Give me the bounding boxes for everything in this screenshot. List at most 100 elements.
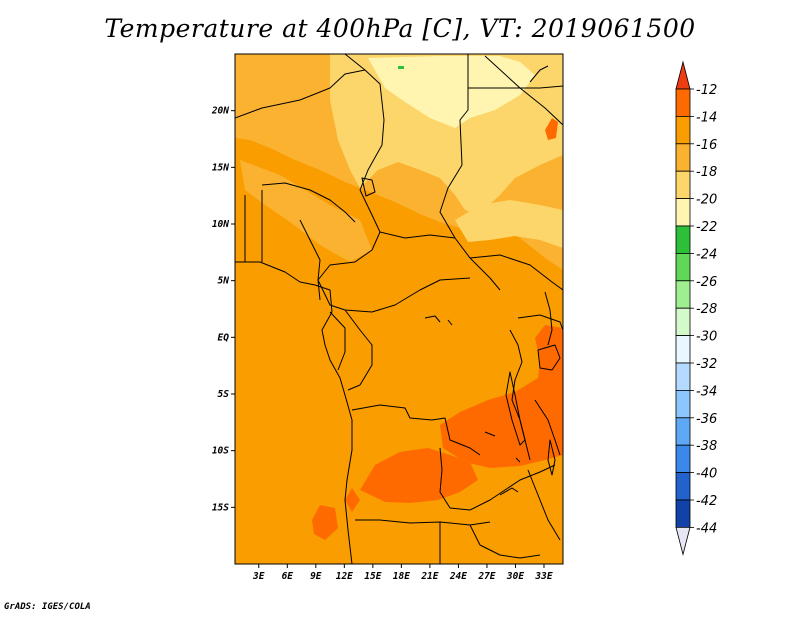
river-lake-drc-2 bbox=[447, 319, 453, 326]
x-tick-label: 18E bbox=[393, 571, 410, 582]
x-tick-label: 27E bbox=[477, 571, 495, 582]
colorbar-tick-label: -28 bbox=[696, 302, 717, 317]
border-nigeria-north bbox=[261, 182, 356, 223]
colorbar-segment bbox=[675, 389, 691, 419]
x-tick-label: 15E bbox=[364, 571, 381, 582]
colorbar-segment bbox=[675, 225, 691, 254]
border-tanzania bbox=[534, 399, 561, 456]
colorbar-segment bbox=[675, 143, 691, 172]
y-axis: 20N 15N 10N 5N EQ 5S 10S 15S bbox=[211, 106, 235, 513]
x-tick-label: 12E bbox=[336, 571, 353, 582]
colorbar-tick-label: -32 bbox=[696, 357, 717, 372]
y-tick-label: 15N bbox=[212, 162, 229, 173]
border-angola-namibia bbox=[355, 519, 491, 526]
lake-mweru bbox=[484, 431, 496, 437]
colorbar-top-arrow bbox=[675, 60, 691, 90]
region-angola-plateau bbox=[360, 448, 478, 503]
x-axis: 3E 6E 9E 12E 15E 18E 21E 24E 27E 30E 33E bbox=[252, 564, 553, 582]
x-tick-label: 33E bbox=[534, 571, 552, 582]
lake-volta-dot bbox=[515, 457, 521, 463]
y-tick-label: 10S bbox=[212, 446, 229, 457]
border-chad-south bbox=[317, 189, 381, 301]
colorbar-tick-label: -16 bbox=[696, 138, 717, 153]
colorbar-segment bbox=[675, 198, 691, 227]
x-tick-label: 9E bbox=[310, 571, 322, 582]
lake-victoria bbox=[537, 344, 561, 371]
colorbar-segment bbox=[675, 472, 691, 501]
border-car-cameroon bbox=[317, 277, 471, 313]
colorbar-segment bbox=[675, 116, 691, 145]
x-tick-label: 30E bbox=[506, 571, 524, 582]
region-sahel-lower bbox=[240, 160, 372, 262]
y-tick-label: 5N bbox=[218, 276, 230, 287]
colorbar-tick-label: -30 bbox=[696, 330, 717, 345]
y-tick-label: 20N bbox=[211, 106, 229, 117]
y-tick-label: 10N bbox=[212, 219, 229, 230]
colorbar-tick-label: -34 bbox=[696, 384, 717, 399]
red-sea-coast bbox=[484, 55, 563, 126]
region-sudan-spot bbox=[545, 118, 558, 140]
y-tick-label: 15S bbox=[212, 502, 229, 513]
boundaries bbox=[235, 54, 563, 564]
border-sudan-south bbox=[469, 254, 563, 291]
map-layer bbox=[235, 54, 563, 564]
colorbar-tick-label: -12 bbox=[696, 83, 717, 98]
region-angola-spot bbox=[312, 505, 338, 540]
y-tick-label: EQ bbox=[218, 332, 230, 343]
colorbar-tick-label: -14 bbox=[696, 110, 717, 125]
colorbar-segment bbox=[675, 335, 691, 364]
coastline-west bbox=[235, 261, 353, 564]
colorbar-tick-label: -26 bbox=[696, 275, 717, 290]
x-tick-label: 3E bbox=[252, 571, 265, 582]
border-niger-east bbox=[299, 69, 366, 101]
region-libya-core bbox=[368, 56, 535, 128]
river-lake-drc-1 bbox=[424, 315, 441, 323]
colorbar-segment bbox=[675, 444, 691, 474]
colorbar-segment bbox=[675, 280, 691, 309]
colorbar-tick-label: -20 bbox=[696, 193, 717, 208]
colorbar-segment bbox=[675, 417, 691, 446]
border-chad-sudan bbox=[439, 164, 463, 239]
x-tick-label: 24E bbox=[449, 571, 467, 582]
border-mozambique bbox=[527, 469, 561, 541]
colorbar-segment bbox=[675, 170, 691, 199]
colorbar-tick-label: -18 bbox=[696, 165, 717, 180]
region-angola-streak bbox=[345, 488, 360, 512]
border-egypt-sudan bbox=[459, 54, 469, 166]
colorbar-tick-label: -40 bbox=[696, 467, 717, 482]
colorbar-bottom-arrow bbox=[675, 527, 691, 556]
colorbar-tick-label: -44 bbox=[696, 521, 717, 536]
grads-credit: GrADS: IGES/COLA bbox=[4, 602, 91, 612]
border-angola-drc bbox=[351, 404, 481, 456]
plot-frame bbox=[234, 53, 564, 565]
border-mali-niger bbox=[235, 99, 301, 119]
colorbar-segment bbox=[675, 499, 691, 528]
sinai-coast bbox=[529, 65, 549, 83]
colorbar-tick-label: -38 bbox=[696, 439, 717, 454]
colorbar-segment bbox=[675, 88, 691, 117]
border-uganda bbox=[517, 314, 563, 331]
colorbar: -12 -14 -16 -18 -20 -22 -24 -26 -28 -30 -32 -34 -36 -… bbox=[675, 60, 717, 556]
border-drc-gabon bbox=[329, 311, 346, 371]
colorbar-tick-label: -24 bbox=[696, 247, 717, 262]
lake-chad bbox=[361, 177, 376, 197]
x-tick-label: 6E bbox=[282, 571, 294, 582]
region-green-pixel bbox=[398, 66, 404, 69]
y-tick-label: 5S bbox=[218, 389, 230, 400]
border-egypt-top bbox=[468, 85, 563, 89]
colorbar-tick-label: -22 bbox=[696, 220, 717, 235]
region-great-lakes-east bbox=[440, 325, 563, 468]
colorbar-segment bbox=[675, 362, 691, 391]
colorbar-tick-label: -36 bbox=[696, 412, 717, 427]
border-car-south bbox=[379, 231, 501, 291]
border-botswana bbox=[469, 524, 541, 559]
border-nigeria-cameroon bbox=[299, 219, 321, 281]
colorbar-segment bbox=[675, 252, 691, 282]
lake-malawi bbox=[547, 439, 556, 476]
colorbar-tick-label: -42 bbox=[696, 494, 717, 509]
x-tick-label: 21E bbox=[420, 571, 438, 582]
region-sahara-east bbox=[455, 200, 563, 248]
lake-tanganyika bbox=[505, 371, 526, 446]
lake-kariba bbox=[499, 487, 519, 496]
